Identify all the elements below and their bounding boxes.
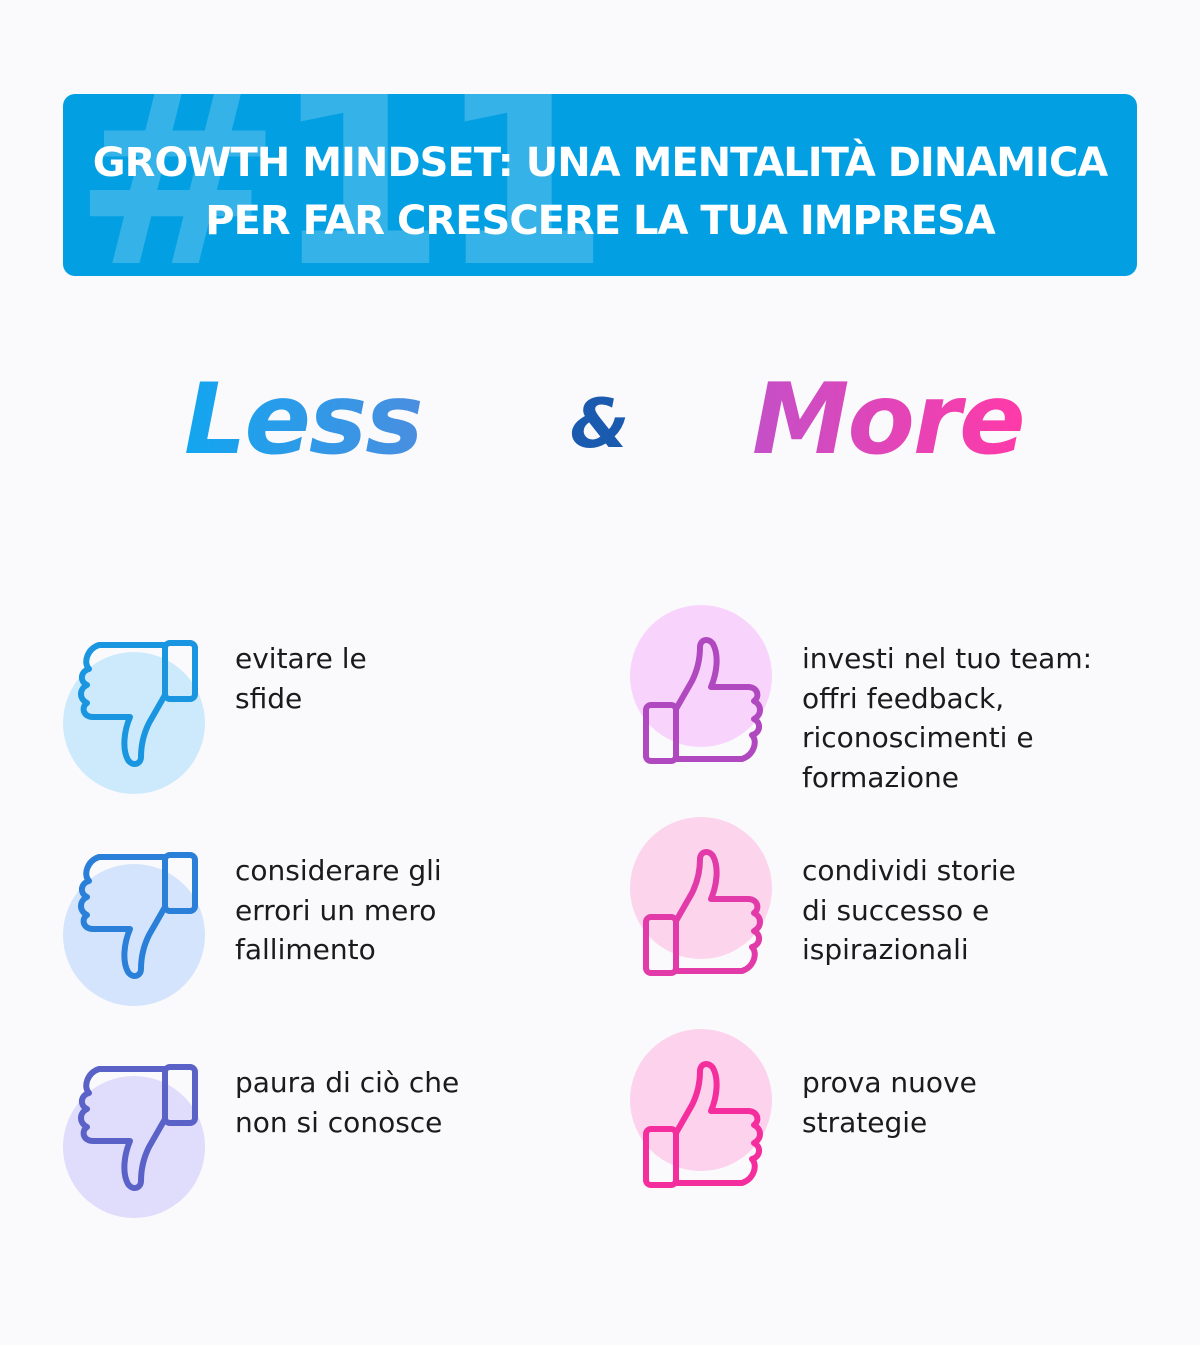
less-item: considerare gli errori un mero falliment… [63, 849, 583, 1049]
item-text: evitare le sfide [235, 642, 367, 715]
ampersand: & [570, 385, 630, 464]
item-text: considerare gli errori un mero falliment… [235, 854, 442, 966]
item-text: prova nuove strategie [802, 1066, 977, 1139]
more-item: investi nel tuo team: offri feedback, ri… [630, 605, 1151, 837]
more-heading: More [752, 360, 1026, 480]
thumbs-up-icon [642, 637, 766, 767]
thumbs-down-icon [75, 637, 199, 767]
title-banner: #11 GROWTH MINDSET: UNA MENTALITÀ DINAMI… [63, 94, 1137, 276]
item-text: condividi storie di successo e ispirazio… [802, 854, 1016, 966]
icon-background-circle [630, 605, 772, 747]
less-item: paura di ciò che non si conosce [63, 1061, 583, 1261]
item-text: paura di ciò che non si conosce [235, 1066, 460, 1139]
thumbs-up-icon [642, 1061, 766, 1191]
icon-background-circle [630, 1029, 772, 1171]
item-text: investi nel tuo team: offri feedback, ri… [802, 642, 1093, 794]
icon-background-circle [63, 1076, 205, 1218]
title-line-1: GROWTH MINDSET: UNA MENTALITÀ DINAMICA [92, 140, 1109, 186]
title-line-2: PER FAR CRESCERE LA TUA IMPRESA [205, 198, 996, 244]
number-watermark: #11 [73, 94, 610, 276]
icon-background-circle [63, 652, 205, 794]
less-heading: Less [184, 360, 424, 480]
less-item: evitare le sfide [63, 637, 583, 837]
more-item: prova nuove strategie [630, 1029, 1151, 1261]
thumbs-down-icon [75, 849, 199, 979]
thumbs-down-icon [75, 1061, 199, 1191]
thumbs-up-icon [642, 849, 766, 979]
more-item: condividi storie di successo e ispirazio… [630, 817, 1151, 1049]
icon-background-circle [63, 864, 205, 1006]
page-title: GROWTH MINDSET: UNA MENTALITÀ DINAMICA P… [63, 134, 1137, 250]
icon-background-circle [630, 817, 772, 959]
